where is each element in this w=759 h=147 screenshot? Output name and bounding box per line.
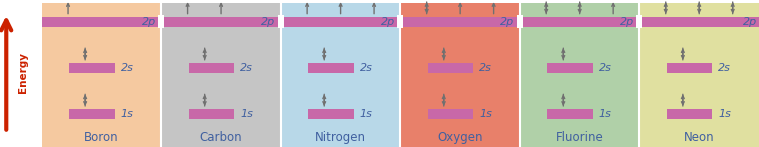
Bar [517,15,523,28]
Text: 1s: 1s [599,109,612,119]
Bar [161,3,281,147]
Bar [42,3,161,147]
Bar [308,63,354,73]
Text: Boron: Boron [84,131,119,144]
Text: 2s: 2s [121,63,134,73]
Bar [189,63,235,73]
Bar [520,3,640,147]
Bar [69,109,115,119]
Bar [428,109,474,119]
Text: Nitrogen: Nitrogen [315,131,366,144]
Bar [667,109,713,119]
Bar [547,109,593,119]
Bar [401,3,520,147]
Bar [42,16,759,27]
Text: Energy: Energy [18,52,28,92]
Text: 2s: 2s [241,63,254,73]
Text: 2s: 2s [360,63,373,73]
Bar [667,63,713,73]
Text: 2p: 2p [620,17,635,27]
Bar [189,109,235,119]
Text: 2p: 2p [381,17,395,27]
Bar [278,15,284,28]
Text: 2p: 2p [142,17,156,27]
Text: 2s: 2s [480,63,493,73]
Text: 1s: 1s [360,109,373,119]
Bar [281,3,401,147]
Bar [428,63,474,73]
Text: 2p: 2p [261,17,276,27]
Bar [158,15,164,28]
Text: 2s: 2s [719,63,732,73]
Text: 2p: 2p [742,17,757,27]
Text: 1s: 1s [719,109,732,119]
Text: 1s: 1s [121,109,134,119]
Text: Oxygen: Oxygen [437,131,483,144]
Bar [398,15,404,28]
Bar [547,63,593,73]
Text: 2p: 2p [500,17,515,27]
Text: 2s: 2s [599,63,612,73]
Bar [639,3,759,147]
Bar [69,63,115,73]
Text: 1s: 1s [480,109,493,119]
Text: 1s: 1s [241,109,254,119]
Text: Fluorine: Fluorine [556,131,603,144]
Text: Neon: Neon [684,131,714,144]
Bar [308,109,354,119]
Text: Carbon: Carbon [200,131,242,144]
Bar [637,15,643,28]
